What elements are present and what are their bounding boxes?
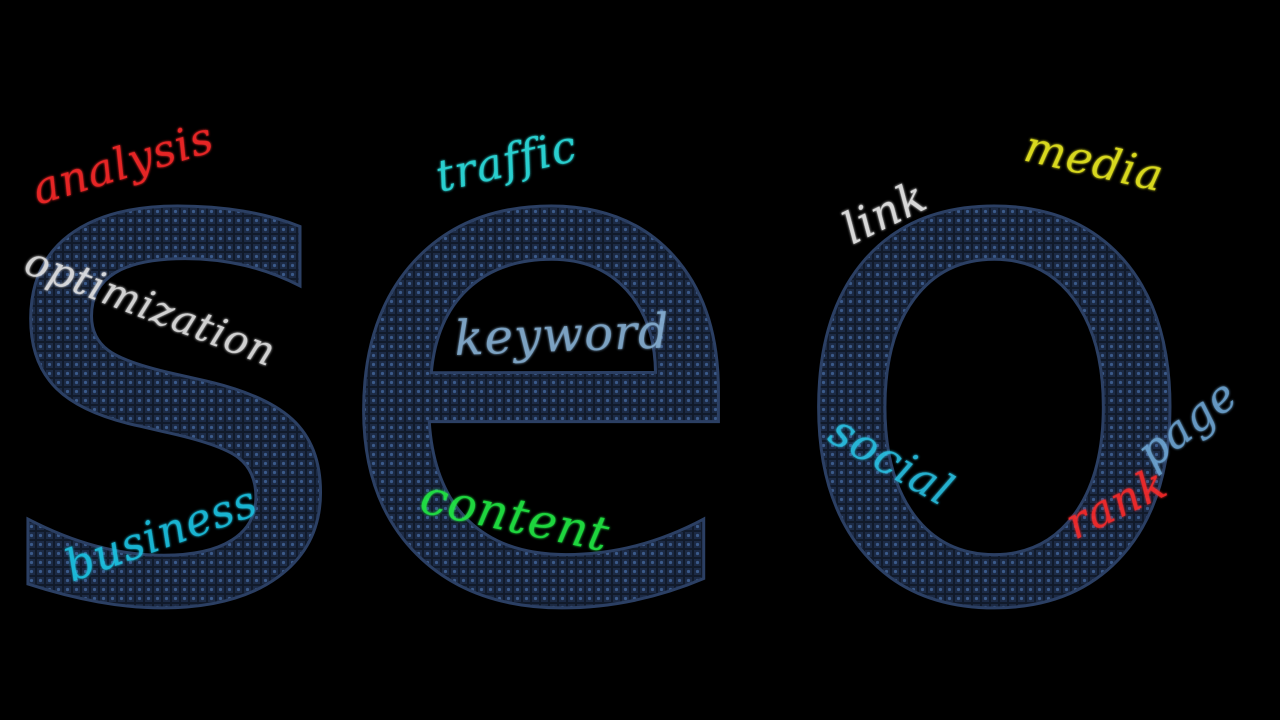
letter-o: o	[780, 0, 1208, 720]
word-keyword-text: keyword	[453, 304, 670, 367]
letter-e: e	[325, 0, 756, 720]
word-keyword: keyword	[453, 304, 670, 367]
letter-s: s	[0, 0, 355, 720]
